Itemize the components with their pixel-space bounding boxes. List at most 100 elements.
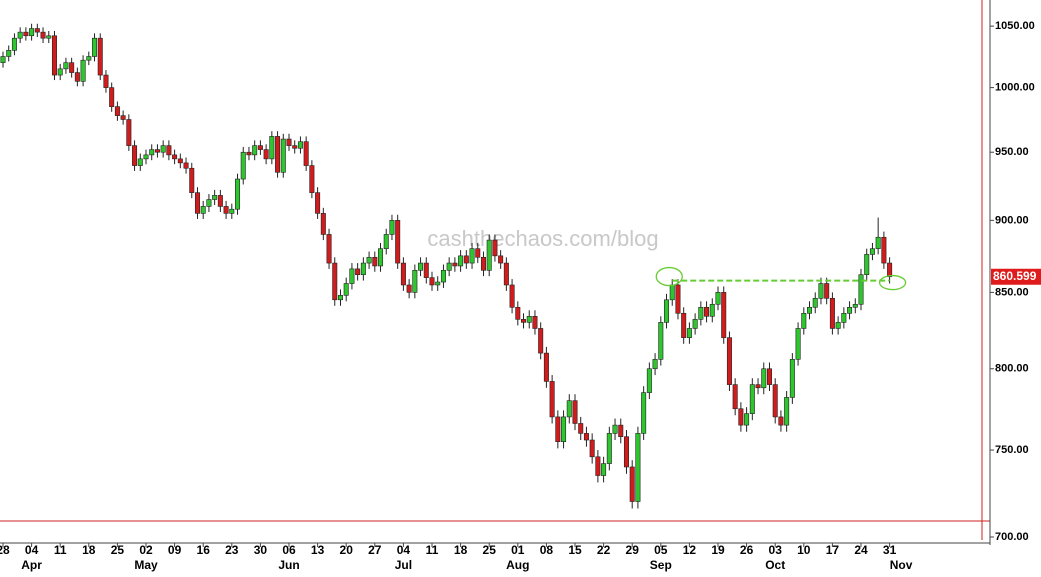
candle-body bbox=[200, 206, 206, 214]
x-tick-label: 17 bbox=[826, 543, 840, 557]
candle-body bbox=[458, 255, 464, 267]
candle-body bbox=[17, 31, 23, 39]
x-tick-label: 29 bbox=[626, 543, 640, 557]
candle-body bbox=[772, 384, 778, 418]
month-label: Nov bbox=[890, 558, 913, 572]
candle-body bbox=[669, 284, 675, 301]
candle-body bbox=[532, 316, 538, 329]
candle-body bbox=[337, 295, 343, 301]
candle-body bbox=[395, 220, 401, 264]
candle-body bbox=[446, 262, 452, 271]
y-tick-label: 900.00 bbox=[995, 214, 1029, 226]
candle-body bbox=[149, 149, 155, 156]
y-tick-label: 1050.00 bbox=[995, 20, 1035, 32]
x-tick-label: 25 bbox=[483, 543, 497, 557]
candle-body bbox=[778, 416, 784, 426]
y-tick-label: 700.00 bbox=[995, 531, 1029, 543]
candle-body bbox=[280, 138, 286, 173]
candle-body bbox=[869, 248, 875, 255]
x-tick-label: 01 bbox=[511, 543, 525, 557]
candle-body bbox=[681, 312, 687, 338]
candle-body bbox=[807, 306, 813, 314]
candle-body bbox=[498, 255, 504, 264]
y-tick-label: 750.00 bbox=[995, 444, 1029, 456]
candle-body bbox=[721, 292, 727, 338]
x-tick-label: 04 bbox=[25, 543, 39, 557]
candle-body bbox=[503, 262, 509, 286]
candle-body bbox=[835, 322, 841, 329]
candle-body bbox=[137, 158, 143, 166]
candle-body bbox=[858, 274, 864, 305]
x-tick-label: 10 bbox=[797, 543, 811, 557]
candle-body bbox=[635, 433, 641, 502]
candle-body bbox=[69, 62, 75, 73]
candle-body bbox=[440, 270, 446, 283]
candle-body bbox=[744, 413, 750, 426]
month-label: Oct bbox=[765, 558, 785, 572]
candle-body bbox=[664, 299, 670, 323]
candle-body bbox=[555, 416, 561, 442]
candle-body bbox=[297, 141, 303, 149]
candle-body bbox=[177, 158, 183, 164]
x-tick-label: 09 bbox=[168, 543, 182, 557]
month-label: May bbox=[134, 558, 158, 572]
candle-body bbox=[240, 151, 246, 180]
candle-body bbox=[864, 254, 870, 276]
candle-body bbox=[543, 352, 549, 382]
x-tick-label: 31 bbox=[883, 543, 897, 557]
x-tick-label: 25 bbox=[111, 543, 125, 557]
candle-body bbox=[63, 62, 69, 70]
candle-body bbox=[217, 195, 223, 207]
candle-body bbox=[252, 145, 258, 156]
x-tick-label: 16 bbox=[197, 543, 211, 557]
x-tick-label: 13 bbox=[311, 543, 325, 557]
candle-body bbox=[114, 106, 120, 116]
candle-body bbox=[824, 283, 830, 299]
candle-body bbox=[606, 433, 612, 464]
candle-body bbox=[784, 397, 790, 426]
candle-body bbox=[23, 31, 29, 37]
candle-body bbox=[509, 284, 515, 308]
x-tick-label: 18 bbox=[82, 543, 96, 557]
candle-body bbox=[6, 50, 12, 57]
x-tick-label: 24 bbox=[854, 543, 868, 557]
candle-body bbox=[641, 392, 647, 434]
y-tick-label: 850.00 bbox=[995, 286, 1029, 298]
candle-body bbox=[406, 284, 412, 293]
candle-body bbox=[463, 255, 469, 264]
candle-body bbox=[435, 281, 441, 286]
candle-body bbox=[97, 37, 103, 76]
candle-body bbox=[566, 400, 572, 418]
candle-body bbox=[189, 167, 195, 193]
candle-body bbox=[92, 37, 98, 57]
candle-body bbox=[795, 328, 801, 360]
candle-body bbox=[349, 268, 355, 284]
candle-body bbox=[269, 136, 275, 160]
candle-body bbox=[429, 277, 435, 286]
candle-body bbox=[154, 149, 160, 153]
candle-body bbox=[578, 423, 584, 434]
candle-body bbox=[343, 283, 349, 296]
candle-body bbox=[383, 234, 389, 249]
candle-body bbox=[829, 298, 835, 329]
x-tick-label: 15 bbox=[568, 543, 582, 557]
candle-body bbox=[160, 145, 166, 153]
candle-body bbox=[292, 145, 298, 149]
candle-body bbox=[766, 368, 772, 385]
x-tick-label: 19 bbox=[711, 543, 725, 557]
watermark: cashthechaos.com/blog bbox=[427, 226, 658, 251]
month-label: Aug bbox=[506, 558, 529, 572]
x-tick-label: 05 bbox=[654, 543, 668, 557]
candle-body bbox=[515, 306, 521, 320]
candle-body bbox=[235, 178, 241, 210]
candle-body bbox=[789, 359, 795, 398]
candle-body bbox=[389, 220, 395, 235]
candle-body bbox=[0, 56, 6, 63]
candle-body bbox=[46, 35, 52, 39]
x-tick-label: 11 bbox=[54, 543, 67, 557]
candle-body bbox=[492, 239, 498, 257]
candle-body bbox=[143, 154, 149, 160]
y-tick-label: 800.00 bbox=[995, 363, 1029, 375]
candle-body bbox=[418, 262, 424, 271]
candle-body bbox=[172, 154, 178, 160]
